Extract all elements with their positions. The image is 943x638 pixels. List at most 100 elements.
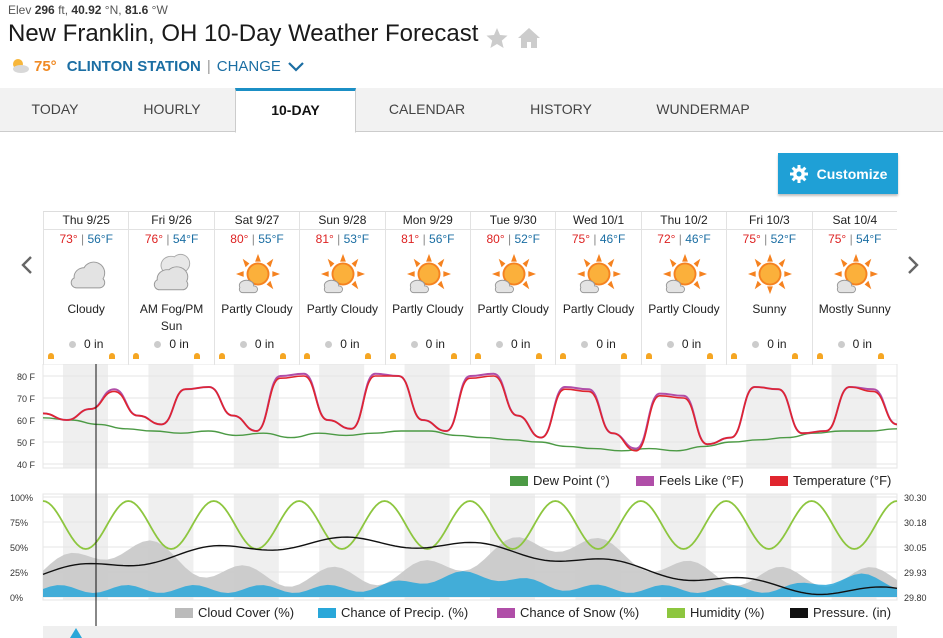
high-temp: 80°: [486, 232, 505, 246]
page-header: Elev 296 ft, 40.92 °N, 81.6 °W New Frank…: [0, 0, 943, 88]
night-band: [831, 364, 877, 468]
raindrop-icon: [410, 341, 418, 348]
temp-chart-frame: [42, 364, 898, 469]
customize-button[interactable]: Customize: [778, 153, 898, 194]
tab-hourly[interactable]: HOURLY: [143, 101, 201, 117]
favorite-star-icon[interactable]: [485, 26, 509, 50]
raindrop-icon: [69, 341, 77, 348]
tab-history[interactable]: HISTORY: [530, 101, 592, 117]
next-arrow-icon[interactable]: [905, 254, 921, 276]
sunset-icon: [621, 353, 628, 359]
precip-amount: 0 in: [727, 337, 811, 351]
night-band: [319, 364, 365, 468]
sunrise-icon: [133, 353, 140, 359]
sunset-icon: [450, 353, 457, 359]
sunrise-icon: [560, 353, 567, 359]
tab-wundermap[interactable]: WUNDERMAP: [656, 101, 750, 117]
sunset-icon: [877, 353, 884, 359]
low-temp: 56°F: [87, 232, 113, 246]
sunrise-icon: [816, 353, 823, 359]
precip-value: 0 in: [511, 337, 531, 351]
hi-lo-temps: 75° | 52°F: [742, 232, 797, 246]
current-temp: 75°: [34, 57, 57, 75]
partly-cloudy-icon: [235, 253, 280, 294]
legend-swatch: [510, 476, 528, 486]
sunrise-icon: [475, 353, 481, 359]
legend-label: Chance of Snow (%): [520, 605, 639, 620]
lat-value: 40.92: [71, 3, 102, 17]
bottom-chart-strip: [43, 626, 897, 638]
station-name[interactable]: CLINTON STATION: [66, 57, 201, 75]
lat-unit: °N,: [104, 3, 122, 17]
home-icon[interactable]: [516, 26, 542, 50]
hi-lo-temps: 81° | 53°F: [315, 232, 370, 246]
legend-label: Chance of Precip. (%): [341, 605, 468, 620]
sunrise-icon: [304, 353, 311, 359]
sunrise-icon: [218, 353, 225, 359]
tab-10-day[interactable]: 10-DAY: [235, 88, 356, 133]
day-column[interactable]: Sun 9/28 81° | 53°F Partly Cloudy 0 in: [299, 212, 385, 365]
separator: |: [206, 57, 211, 75]
page-title: New Franklin, OH 10-Day Weather Forecast: [8, 20, 479, 47]
y-tick-label: 50 F: [17, 438, 36, 448]
legend-label: Cloud Cover (%): [198, 605, 294, 620]
high-temp: 75°: [742, 232, 761, 246]
y-tick-label: 100%: [10, 493, 33, 503]
raindrop-icon: [837, 341, 845, 348]
day-column[interactable]: Mon 9/29 81° | 56°F Partly Cloudy 0 in: [384, 212, 470, 365]
change-station-link[interactable]: CHANGE: [216, 57, 281, 75]
day-column[interactable]: Tue 9/30 80° | 52°F Partly Cloudy 0 in: [470, 212, 556, 365]
raindrop-icon: [496, 341, 504, 348]
high-temp: 75°: [571, 232, 591, 246]
night-band: [490, 364, 535, 468]
y-tick-label: 25%: [10, 568, 28, 578]
high-temp: 75°: [828, 232, 847, 246]
y-tick-label: 0%: [10, 593, 23, 603]
location-bar: 75° CLINTON STATION | CHANGE: [8, 56, 306, 76]
sunrise-icon: [645, 353, 652, 359]
day-column[interactable]: Wed 10/1 75° | 46°F Partly Cloudy 0 in: [555, 212, 641, 365]
y2-tick-label: 29.93: [904, 568, 927, 578]
day-name: Tue 9/30: [471, 212, 556, 230]
lon-value: 81.6: [124, 3, 149, 17]
legend-label: Feels Like (°F): [659, 473, 744, 488]
condition-text: Partly Cloudy: [648, 302, 720, 316]
day-column[interactable]: Thu 9/25 73° | 56°F Cloudy 0 in: [43, 212, 129, 365]
dew-point-line: [42, 417, 898, 452]
partly-cloudy-small-icon: [13, 59, 29, 73]
hi-lo-temps: 75° | 46°F: [571, 232, 626, 246]
day-name: Sun 9/28: [300, 212, 385, 230]
day-column[interactable]: Sat 10/4 75° | 54°F Mostly Sunny 0 in: [811, 212, 897, 365]
partly-cloudy-icon: [492, 253, 536, 294]
chevron-down-icon[interactable]: [286, 59, 306, 73]
precip-amount: 0 in: [215, 337, 299, 351]
legend-swatch: [497, 608, 515, 618]
day-name: Sat 9/27: [214, 212, 300, 230]
condition-text: AM Fog/PM Sun: [139, 302, 204, 333]
day-column[interactable]: Thu 10/2 72° | 46°F Partly Cloudy 0 in: [640, 212, 727, 365]
tab-calendar[interactable]: CALENDAR: [388, 101, 466, 117]
prev-arrow-icon[interactable]: [19, 254, 35, 276]
y-tick-label: 70 F: [17, 394, 36, 404]
day-column[interactable]: Fri 9/26 76° | 54°F AM Fog/PM Sun 0 in: [128, 212, 214, 365]
y2-tick-label: 29.80: [904, 593, 927, 603]
precip-amount: 0 in: [813, 337, 897, 351]
raindrop-icon: [581, 341, 589, 348]
day-column[interactable]: Fri 10/3 75° | 52°F Sunny 0 in: [726, 212, 812, 365]
day-column[interactable]: Sat 9/27 80° | 55°F Partly Cloudy 0 in: [213, 212, 300, 365]
legend-swatch: [667, 608, 685, 618]
y2-tick-label: 30.30: [904, 493, 927, 503]
sunrise-icon: [48, 353, 54, 359]
precip-amount: 0 in: [471, 337, 555, 351]
sunrise-icon: [389, 353, 396, 359]
night-band: [660, 364, 706, 468]
y-tick-label: 60 F: [17, 416, 36, 426]
tab-today[interactable]: TODAY: [31, 101, 79, 117]
precip-value: 0 in: [340, 337, 360, 351]
sunny-icon: [748, 253, 793, 295]
day-name: Mon 9/29: [385, 212, 470, 230]
low-temp: 52°F: [770, 232, 797, 246]
condition-text: Mostly Sunny: [818, 302, 891, 316]
precip-marker-icon: [70, 628, 82, 638]
precip-amount: 0 in: [386, 337, 470, 351]
